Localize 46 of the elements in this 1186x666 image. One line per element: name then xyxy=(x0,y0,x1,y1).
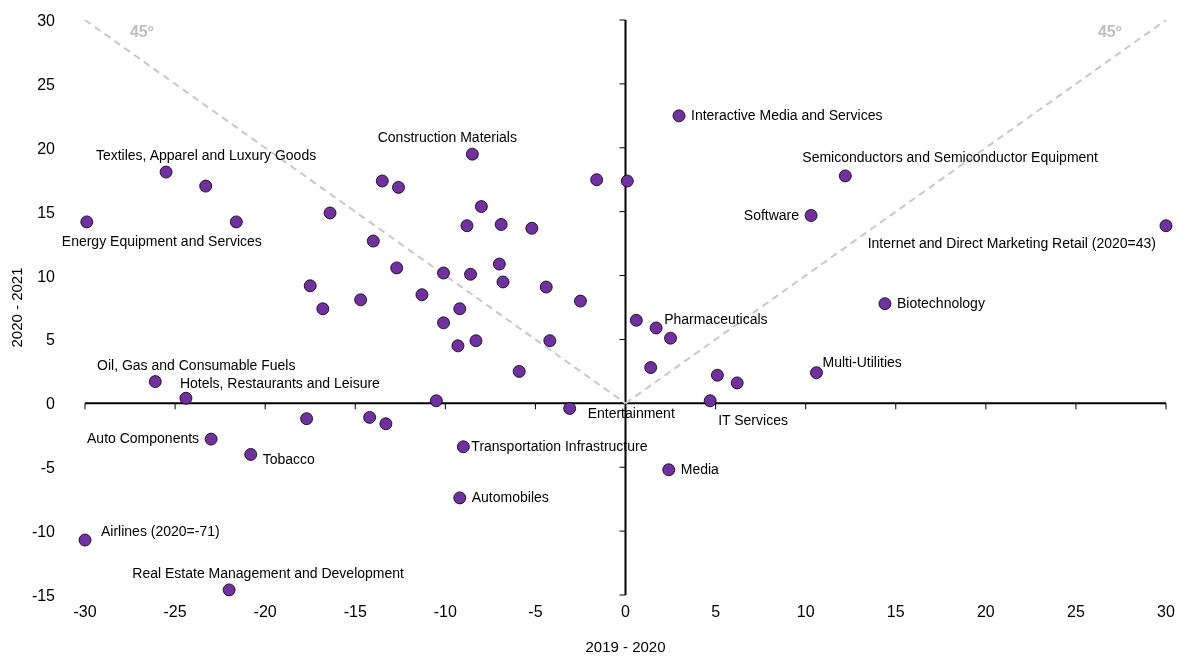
annotation: 45º xyxy=(1097,23,1122,40)
y-axis-title: 2020 - 2021 xyxy=(8,267,25,348)
annotation: Real Estate Management and Development xyxy=(132,564,405,581)
annotation: IT Services xyxy=(718,411,788,428)
annotation: Oil, Gas and Consumable Fuels xyxy=(97,356,296,373)
annotation: Pharmaceuticals xyxy=(664,310,768,327)
x-tick-label: -10 xyxy=(433,603,457,620)
y-tick-label: -5 xyxy=(40,459,56,477)
x-tick-label: -25 xyxy=(163,603,187,620)
annotation: Interactive Media and Services xyxy=(691,106,883,123)
x-tick-label: 0 xyxy=(621,603,631,620)
x-tick-label: 5 xyxy=(711,603,721,620)
annotation: 45º xyxy=(129,23,154,40)
x-tick-label: -20 xyxy=(253,603,277,620)
annotation: Internet and Direct Marketing Retail (2020=43) xyxy=(867,234,1156,251)
y-tick-label: 20 xyxy=(37,139,56,157)
y-tick-label: 0 xyxy=(46,395,56,413)
y-tick-label: 5 xyxy=(46,331,56,349)
y-tick-label: 30 xyxy=(37,12,56,29)
annotation: Textiles, Apparel and Luxury Goods xyxy=(95,147,317,164)
x-tick-label: 30 xyxy=(1157,603,1175,620)
annotation: Energy Equipment and Services xyxy=(61,232,262,249)
annotation: Hotels, Restaurants and Leisure xyxy=(179,375,381,392)
annotation: Software xyxy=(743,206,800,223)
annotation: Tobacco xyxy=(262,451,316,468)
x-tick-label: -5 xyxy=(528,603,543,620)
annotation: Media xyxy=(680,460,720,477)
y-tick-label: 15 xyxy=(37,203,56,221)
x-tick-label: 25 xyxy=(1067,603,1085,620)
annotation: Auto Components xyxy=(87,430,200,447)
x-tick-label: 20 xyxy=(976,603,995,620)
y-tick-label: -15 xyxy=(31,587,56,604)
x-tick-label: -15 xyxy=(343,603,367,620)
y-tick-label: -10 xyxy=(31,523,56,541)
x-tick-label: 15 xyxy=(886,603,905,620)
annotation: Multi-Utilities xyxy=(822,353,902,370)
annotation: Semiconductors and Semiconductor Equipment xyxy=(802,148,1099,165)
x-axis-title: 2019 - 2020 xyxy=(585,638,666,655)
x-tick-label: 10 xyxy=(796,603,815,620)
annotation: Automobiles xyxy=(471,488,549,505)
y-tick-label: 25 xyxy=(37,75,56,93)
annotation: Biotechnology xyxy=(896,294,985,311)
y-tick-label: 10 xyxy=(37,267,56,285)
annotation: Construction Materials xyxy=(377,129,517,146)
annotation: Airlines (2020=-71) xyxy=(101,523,220,540)
x-tick-label: -30 xyxy=(73,603,97,620)
